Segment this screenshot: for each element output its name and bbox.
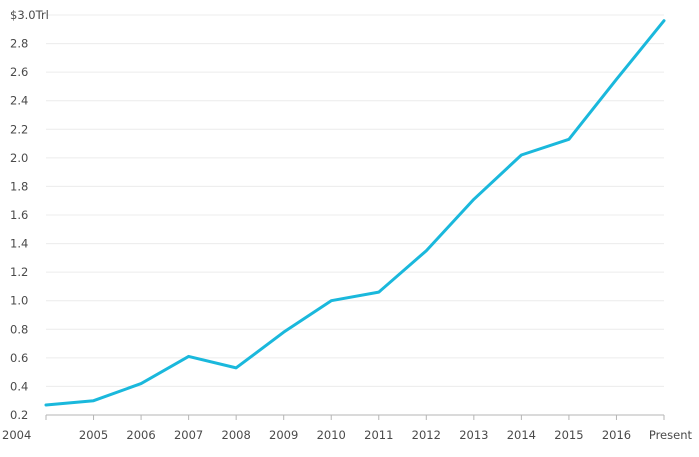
x-tick-label: 2016: [602, 428, 631, 442]
x-tick-label: 2006: [126, 428, 155, 442]
y-tick-label: 0.8: [10, 322, 28, 336]
x-tick-label: 2010: [317, 428, 346, 442]
x-tick-label: 2011: [364, 428, 393, 442]
x-tick-label: 2008: [222, 428, 251, 442]
y-axis-tick-labels: 0.2 0.4 0.6 0.8 1.0 1.2 1.4 1.6 1.8 2.0 2.2 2.4 2.6 2…: [10, 8, 49, 422]
series-layer: [44, 19, 666, 407]
x-tick-label: 2012: [412, 428, 441, 442]
y-tick-label: $3.0Trl: [10, 8, 49, 22]
y-tick-label: 1.2: [10, 265, 28, 279]
x-tick-label: 2007: [174, 428, 203, 442]
y-tick-label: 2.0: [10, 151, 28, 165]
series-line: [44, 19, 666, 407]
y-tick-label: 2.6: [10, 65, 28, 79]
y-tick-label: 1.4: [10, 237, 28, 251]
y-tick-label: 2.2: [10, 122, 28, 136]
y-tick-label: 0.4: [10, 379, 28, 393]
x-tick-label: 2015: [554, 428, 583, 442]
x-tick-label: Present: [649, 428, 693, 442]
y-tick-label: 1.0: [10, 294, 28, 308]
y-tick-label: 1.8: [10, 179, 28, 193]
y-tick-label: 2.8: [10, 37, 28, 51]
x-tick-label: 2013: [459, 428, 488, 442]
x-tick-label: 2014: [507, 428, 536, 442]
y-tick-label: 0.2: [10, 408, 28, 422]
x-tick-label: 2004: [2, 428, 31, 442]
x-tick-label: 2009: [269, 428, 298, 442]
y-tick-label: 2.4: [10, 94, 28, 108]
y-tick-label: 1.6: [10, 208, 28, 222]
gridlines: [46, 14, 664, 387]
y-tick-label: 0.6: [10, 351, 28, 365]
x-axis: [45, 414, 665, 420]
x-axis-tick-labels: 2004 2005 2006 2007 2008 2009 2010 2011 2012 2013…: [2, 428, 692, 442]
x-tick-label: 2005: [79, 428, 108, 442]
